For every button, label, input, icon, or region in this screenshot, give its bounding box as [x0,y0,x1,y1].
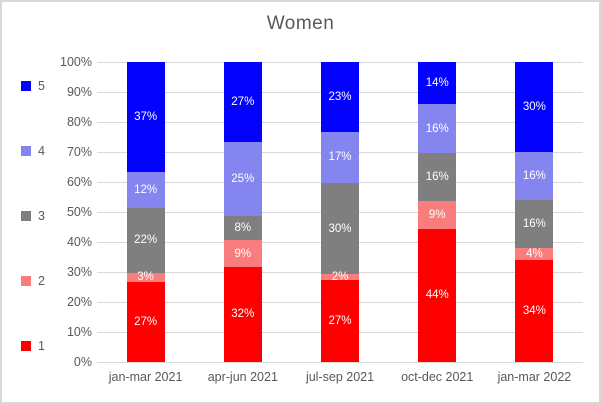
legend-label: 3 [38,209,45,223]
bar-segment-series-3: 8% [223,216,262,241]
bar-segment-series-5: 30% [515,62,554,152]
data-label: 25% [231,173,255,186]
bar-segment-series-4: 25% [223,142,262,217]
legend-label: 1 [38,339,45,353]
bar-slot: 27% 2% 30% 17% 23% [291,62,388,362]
data-label: 9% [234,247,252,260]
legend-marker-icon [21,81,31,91]
data-label: 34% [522,305,546,317]
legend-item-4: 4 [21,143,45,159]
bar-segment-series-4: 16% [515,152,554,200]
bar-segment-series-3: 16% [515,200,554,248]
data-label: 12% [134,183,158,196]
data-label: 30% [328,222,352,235]
bar-segment-series-4: 16% [418,104,457,153]
x-axis-category-label: apr-jun 2021 [207,370,278,384]
y-axis-tick-label: 10% [66,325,92,339]
bar-segment-series-4: 17% [321,131,359,184]
legend-item-3: 3 [21,208,45,224]
bar-slot: 34% 4% 16% 16% 30% [486,62,583,362]
legend-label: 5 [38,79,45,93]
bar-segment-series-1: 27% [321,280,359,362]
data-label: 9% [428,209,446,222]
legend-item-1: 1 [21,338,45,354]
legend-marker-icon [21,341,31,351]
data-label: 16% [522,170,546,182]
y-axis-tick-label: 100% [60,55,92,69]
bars-row: 27% 3% 22% 12% 37% 32% 9% 8% 25% 27% 27% 2% 30% 17% 23… [97,62,583,362]
y-axis-tick-label: 80% [66,115,92,129]
bar-segment-series-1: 32% [223,266,262,362]
bar-slot: 27% 3% 22% 12% 37% [97,62,194,362]
x-axis-category-label: jan-mar 2021 [108,370,183,384]
data-label: 37% [134,110,158,123]
data-label: 4% [526,248,543,260]
legend-marker-icon [21,276,31,286]
y-axis-tick-label: 60% [66,175,92,189]
bar-segment-series-2: 9% [223,240,262,267]
bar-segment-series-4: 12% [126,171,165,208]
x-axis: jan-mar 2021 apr-jun 2021 jul-sep 2021 oct-… [97,370,583,384]
bar-slot: 44% 9% 16% 16% 14% [389,62,486,362]
bar-segment-series-3: 22% [126,207,165,273]
chart-legend: 5 4 3 2 1 [21,78,45,354]
gridline [97,362,583,363]
bar-segment-series-3: 16% [418,152,457,202]
y-axis-tick-label: 90% [66,85,92,99]
bar-segment-series-1: 44% [418,228,457,362]
bar-segment-series-5: 37% [126,62,165,172]
y-axis-tick-label: 70% [66,145,92,159]
bar-segment-series-5: 27% [223,62,262,143]
data-label: 8% [234,222,252,235]
data-label: 22% [134,234,158,247]
data-label: 16% [425,122,449,135]
stacked-bar-apr-jun-2021: 32% 9% 8% 25% 27% [223,62,262,362]
bar-segment-series-1: 27% [126,281,165,362]
data-label: 27% [231,96,255,109]
data-label: 17% [328,151,352,164]
data-label: 30% [522,101,546,113]
bar-segment-series-2: 3% [126,271,165,284]
data-label: 44% [425,289,449,302]
bar-segment-series-2: 2% [321,271,359,284]
stacked-bar-jan-mar-2022: 34% 4% 16% 16% 30% [515,62,554,362]
legend-label: 4 [38,144,45,158]
data-label: 16% [425,171,449,184]
data-label: 14% [425,77,449,90]
chart-title: Women [266,13,335,34]
stacked-bar-jan-mar-2021: 27% 3% 22% 12% 37% [126,62,165,362]
bar-segment-series-1: 34% [515,260,554,362]
data-label: 2% [331,271,349,284]
data-label: 27% [134,315,158,328]
y-axis-tick-label: 30% [66,265,92,279]
bar-segment-series-3: 30% [321,183,359,275]
x-axis-category-label: oct-dec 2021 [401,370,474,384]
x-axis-category-label: jan-mar 2022 [497,370,572,384]
y-axis-tick-label: 40% [66,235,92,249]
bar-segment-series-2: 4% [515,248,554,260]
legend-item-5: 5 [21,78,45,94]
legend-marker-icon [21,211,31,221]
plot-area: 27% 3% 22% 12% 37% 32% 9% 8% 25% 27% 27% 2% 30% 17% 23… [97,62,583,363]
y-axis-tick-label: 50% [66,205,92,219]
stacked-bar-jul-sep-2021: 27% 2% 30% 17% 23% [321,62,359,362]
y-axis-tick-label: 0% [73,355,92,369]
data-label: 16% [522,218,546,230]
x-axis-category-label: jul-sep 2021 [305,370,375,384]
bar-segment-series-5: 23% [321,62,359,132]
legend-marker-icon [21,146,31,156]
data-label: 32% [231,308,255,321]
bar-segment-series-5: 14% [418,62,457,105]
data-label: 27% [328,315,352,328]
legend-label: 2 [38,274,45,288]
bar-slot: 32% 9% 8% 25% 27% [194,62,291,362]
stacked-bar-oct-dec-2021: 44% 9% 16% 16% 14% [418,62,457,362]
data-label: 23% [328,90,352,103]
data-label: 3% [137,271,154,284]
y-axis-tick-label: 20% [66,295,92,309]
bar-segment-series-2: 9% [418,201,457,229]
legend-item-2: 2 [21,273,45,289]
